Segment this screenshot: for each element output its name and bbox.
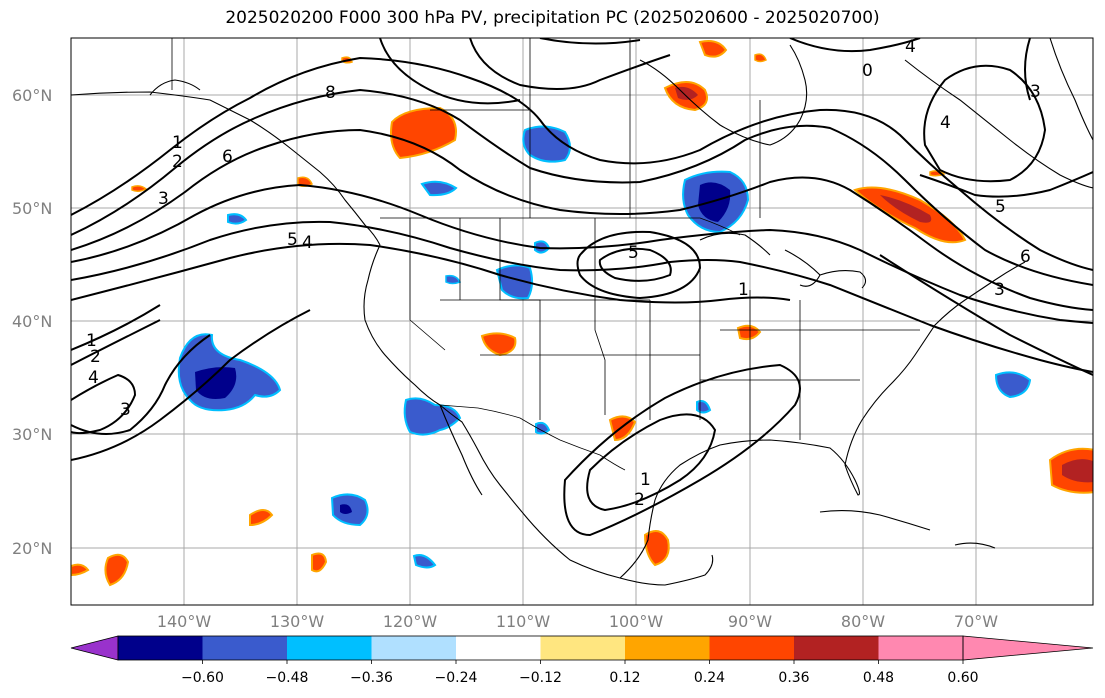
latitude-labels: 60°N 50°N 40°N 30°N 20°N: [12, 86, 52, 558]
svg-text:3: 3: [994, 280, 1005, 300]
colorbar-tick-label: 0.48: [863, 670, 894, 686]
svg-text:5: 5: [995, 197, 1006, 217]
lat-label: 50°N: [12, 199, 52, 218]
svg-text:8: 8: [325, 83, 336, 103]
lat-label: 20°N: [12, 539, 52, 558]
svg-text:1: 1: [640, 470, 651, 490]
colorbar-segment: [118, 636, 203, 660]
colorbar-extend-min: [70, 635, 119, 661]
colorbar-extend-max: [962, 635, 1094, 661]
colorbar-tick-label: 0.36: [778, 670, 809, 686]
svg-text:6: 6: [1020, 247, 1031, 267]
lat-label: 30°N: [12, 425, 52, 444]
lat-label: 40°N: [12, 312, 52, 331]
lon-label: 70°W: [954, 612, 998, 631]
colorbar-tick-label: −0.60: [181, 670, 224, 686]
pv-contours: [71, 38, 1093, 537]
colorbar-segment: [709, 636, 794, 660]
colorbar-segment: [625, 636, 710, 660]
svg-text:2: 2: [90, 347, 101, 367]
colorbar-segment: [794, 636, 879, 660]
map-title: 2025020200 F000 300 hPa PV, precipitatio…: [225, 8, 880, 28]
svg-text:2: 2: [172, 152, 183, 172]
colorbar-segment: [371, 636, 456, 660]
colorbar-segment: [456, 636, 541, 660]
pv-contour-labels: 8 1 2 6 3 5 4 5 1 3 1 2 4 3 1 2 4 3 6 5 …: [86, 37, 1041, 510]
svg-text:4: 4: [940, 113, 951, 133]
graticule: [71, 38, 1093, 605]
colorbar-segment: [878, 636, 963, 660]
lon-label: 100°W: [609, 612, 664, 631]
svg-text:0: 0: [862, 61, 873, 81]
colorbar-tick-label: −0.36: [350, 670, 393, 686]
colorbar-tick-label: −0.24: [435, 670, 478, 686]
political-borders: [171, 38, 920, 471]
lat-label: 60°N: [12, 86, 52, 105]
svg-text:5: 5: [287, 230, 298, 250]
colorbar-tick-label: 0.60: [947, 670, 978, 686]
svg-text:1: 1: [86, 331, 97, 351]
colorbar: −0.60 −0.48 −0.36 −0.24 −0.12 0.12 0.24 …: [70, 635, 1094, 686]
lon-label: 80°W: [841, 612, 885, 631]
lon-label: 120°W: [383, 612, 438, 631]
lon-label: 130°W: [270, 612, 325, 631]
svg-text:3: 3: [120, 400, 131, 420]
map-frame: [70, 37, 1094, 606]
svg-text:3: 3: [1030, 82, 1041, 102]
svg-text:3: 3: [158, 189, 169, 209]
colorbar-segment: [287, 636, 372, 660]
svg-text:4: 4: [905, 37, 916, 57]
longitude-labels: 140°W 130°W 120°W 110°W 100°W 90°W 80°W …: [157, 612, 998, 631]
svg-text:1: 1: [172, 133, 183, 153]
colorbar-segment: [202, 636, 287, 660]
svg-text:6: 6: [222, 147, 233, 167]
colorbar-segment: [540, 636, 625, 660]
lon-label: 90°W: [728, 612, 772, 631]
svg-text:2: 2: [634, 490, 645, 510]
colorbar-tick-label: −0.48: [266, 670, 309, 686]
svg-text:1: 1: [738, 280, 749, 300]
lon-label: 140°W: [157, 612, 212, 631]
colorbar-tick-label: −0.12: [519, 670, 562, 686]
colorbar-tick-label: 0.24: [694, 670, 725, 686]
colorbar-tick-label: 0.12: [609, 670, 640, 686]
svg-text:4: 4: [302, 233, 313, 253]
svg-text:4: 4: [88, 368, 99, 388]
lon-label: 110°W: [496, 612, 551, 631]
svg-text:5: 5: [628, 243, 639, 263]
